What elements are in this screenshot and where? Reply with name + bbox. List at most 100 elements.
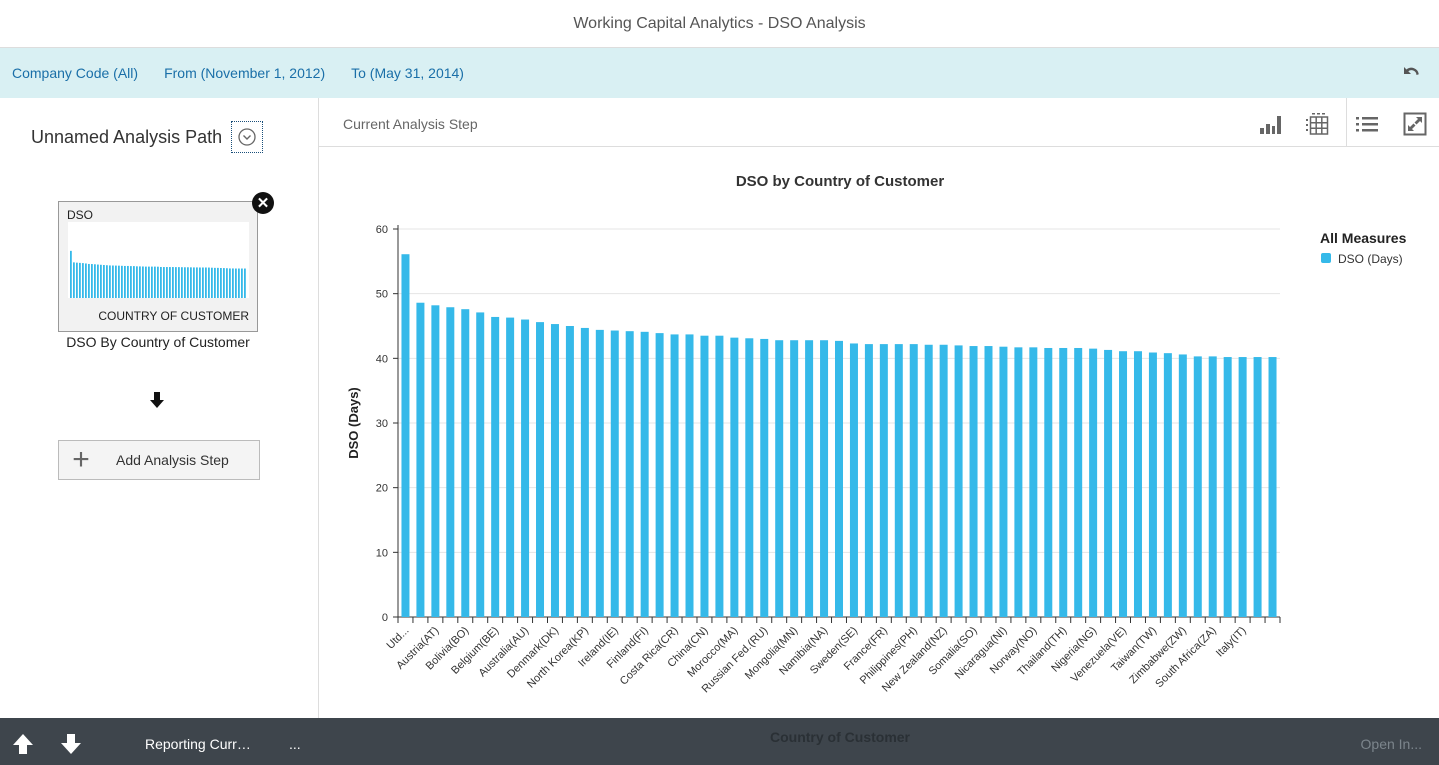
bar[interactable] bbox=[1268, 357, 1277, 617]
bar[interactable] bbox=[461, 309, 470, 617]
bar[interactable] bbox=[416, 302, 425, 617]
bar[interactable] bbox=[476, 312, 485, 617]
bar[interactable] bbox=[984, 346, 993, 617]
thumbnail-bar bbox=[226, 268, 228, 298]
bar[interactable] bbox=[1044, 347, 1053, 617]
arrow-up-icon[interactable] bbox=[12, 732, 34, 756]
bar[interactable] bbox=[536, 322, 545, 617]
undo-icon[interactable] bbox=[1401, 63, 1421, 83]
list-icon[interactable] bbox=[1355, 112, 1379, 136]
bar[interactable] bbox=[446, 307, 455, 617]
bar[interactable] bbox=[521, 319, 530, 617]
bar[interactable] bbox=[1029, 347, 1038, 617]
bar[interactable] bbox=[730, 337, 739, 617]
bar[interactable] bbox=[1163, 353, 1172, 617]
thumbnail-bar bbox=[199, 267, 201, 298]
bar[interactable] bbox=[790, 340, 799, 617]
bar[interactable] bbox=[1223, 357, 1232, 617]
thumbnail-bar bbox=[184, 267, 186, 298]
bar[interactable] bbox=[1119, 351, 1128, 617]
remove-step-button[interactable]: ✕ bbox=[252, 192, 274, 214]
thumbnail-bar bbox=[157, 266, 159, 298]
bar[interactable] bbox=[1104, 349, 1113, 617]
bar[interactable] bbox=[595, 329, 604, 617]
thumbnail-bar bbox=[145, 266, 147, 298]
bar[interactable] bbox=[685, 334, 694, 617]
filter-from-date[interactable]: From (November 1, 2012) bbox=[164, 65, 326, 81]
bar[interactable] bbox=[1148, 352, 1157, 617]
path-menu-button[interactable] bbox=[231, 121, 263, 153]
add-analysis-step-button[interactable]: + Add Analysis Step bbox=[58, 440, 260, 480]
bar[interactable] bbox=[550, 324, 559, 617]
thumbnail-bar bbox=[202, 267, 204, 298]
plus-icon: + bbox=[72, 443, 90, 476]
bar[interactable] bbox=[864, 344, 873, 617]
bar[interactable] bbox=[849, 343, 858, 617]
bar[interactable] bbox=[1089, 348, 1098, 617]
bar[interactable] bbox=[939, 344, 948, 617]
reporting-currency-button[interactable]: Reporting Curr… bbox=[145, 736, 251, 752]
open-in-button[interactable]: Open In... bbox=[1360, 736, 1422, 752]
bar[interactable] bbox=[1208, 356, 1217, 617]
bar[interactable] bbox=[715, 335, 724, 617]
more-button[interactable]: ... bbox=[289, 736, 301, 752]
step-measure: DSO bbox=[67, 208, 94, 222]
bar[interactable] bbox=[1238, 357, 1247, 617]
legend-entry-dso[interactable]: DSO (Days) bbox=[1338, 252, 1403, 266]
chevron-down-circle-icon bbox=[238, 128, 256, 146]
bar[interactable] bbox=[909, 344, 918, 617]
thumbnail-bar bbox=[163, 267, 165, 298]
bar[interactable] bbox=[820, 340, 829, 617]
bar[interactable] bbox=[969, 346, 978, 617]
analysis-step-card[interactable]: DSO COUNTRY OF CUSTOMER bbox=[58, 201, 258, 332]
toolbar-divider bbox=[1346, 98, 1347, 147]
thumbnail-bar bbox=[103, 265, 105, 298]
bar[interactable] bbox=[1014, 347, 1023, 617]
thumbnail-bar bbox=[205, 267, 207, 298]
bar[interactable] bbox=[655, 333, 664, 617]
bar-chart-icon[interactable] bbox=[1258, 112, 1282, 136]
bar[interactable] bbox=[700, 335, 709, 617]
bar[interactable] bbox=[1133, 351, 1142, 617]
filter-company-code[interactable]: Company Code (All) bbox=[12, 65, 139, 81]
bar[interactable] bbox=[1178, 354, 1187, 617]
bar[interactable] bbox=[1253, 357, 1262, 617]
bar[interactable] bbox=[954, 345, 963, 617]
bar[interactable] bbox=[894, 344, 903, 617]
y-tick-label: 30 bbox=[376, 418, 388, 430]
fullscreen-icon[interactable] bbox=[1403, 112, 1427, 136]
thumbnail-bar bbox=[193, 267, 195, 298]
filter-to-date[interactable]: To (May 31, 2014) bbox=[351, 65, 464, 81]
bar[interactable] bbox=[1059, 347, 1068, 617]
bar[interactable] bbox=[565, 326, 574, 617]
bar[interactable] bbox=[1193, 356, 1202, 617]
bar[interactable] bbox=[879, 344, 888, 617]
bar[interactable] bbox=[775, 340, 784, 617]
bar[interactable] bbox=[506, 317, 515, 617]
arrow-down-icon[interactable] bbox=[60, 732, 82, 756]
bar[interactable] bbox=[924, 344, 933, 617]
step-dimension: COUNTRY OF CUSTOMER bbox=[98, 309, 249, 323]
thumbnail-bar bbox=[94, 264, 96, 298]
bar[interactable] bbox=[760, 338, 769, 617]
table-icon[interactable] bbox=[1305, 112, 1329, 136]
bar[interactable] bbox=[640, 331, 649, 617]
bar[interactable] bbox=[625, 331, 634, 617]
y-tick-label: 50 bbox=[376, 289, 388, 301]
bar[interactable] bbox=[1074, 347, 1083, 617]
bar[interactable] bbox=[431, 305, 440, 617]
app-title: Working Capital Analytics - DSO Analysis bbox=[573, 14, 866, 32]
bar[interactable] bbox=[580, 327, 589, 617]
thumbnail-bar bbox=[235, 268, 237, 298]
bar[interactable] bbox=[401, 254, 410, 617]
thumbnail-bar bbox=[169, 267, 171, 298]
bar[interactable] bbox=[610, 330, 619, 617]
bar[interactable] bbox=[805, 340, 814, 617]
thumbnail-bar bbox=[100, 264, 102, 298]
bar[interactable] bbox=[491, 316, 500, 617]
bar[interactable] bbox=[999, 346, 1008, 617]
bar[interactable] bbox=[670, 334, 679, 617]
bar[interactable] bbox=[835, 340, 843, 617]
bar[interactable] bbox=[745, 338, 754, 617]
thumbnail-bar bbox=[196, 267, 198, 298]
